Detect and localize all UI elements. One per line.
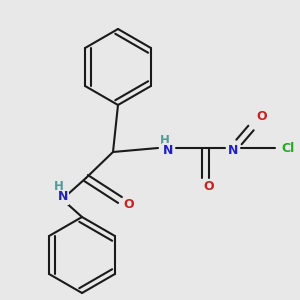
Text: N: N — [58, 190, 68, 203]
Text: O: O — [257, 110, 267, 124]
Text: Cl: Cl — [281, 142, 295, 154]
Text: O: O — [124, 199, 134, 212]
Text: H: H — [160, 134, 170, 146]
Text: N: N — [163, 143, 173, 157]
Text: N: N — [228, 143, 238, 157]
Text: O: O — [204, 181, 214, 194]
Text: H: H — [54, 179, 64, 193]
